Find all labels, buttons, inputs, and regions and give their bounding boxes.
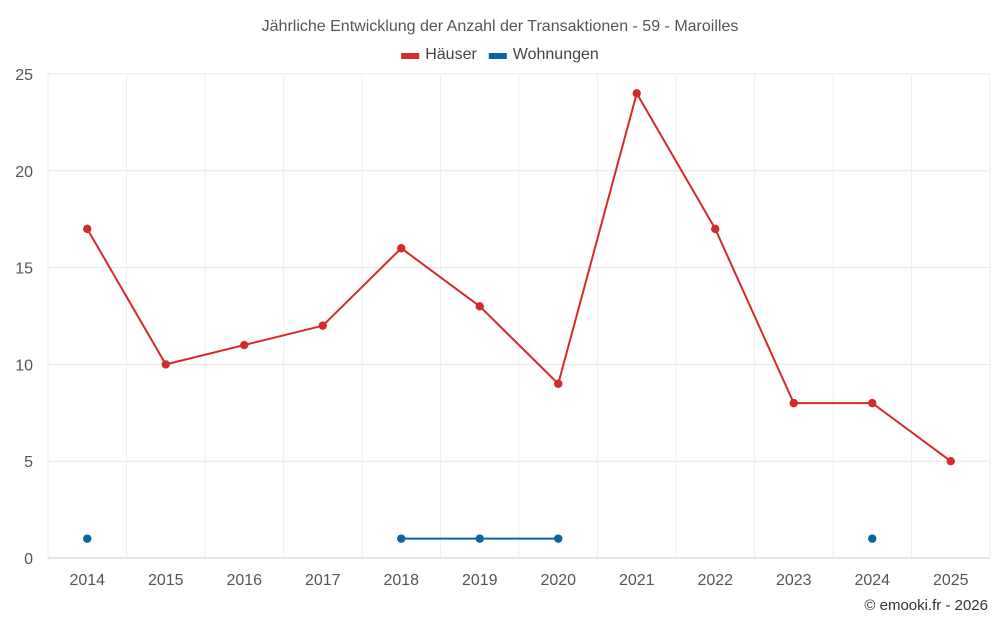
data-point — [397, 244, 406, 253]
data-point — [83, 534, 92, 543]
series-line-segment — [714, 227, 795, 405]
x-tick-label: 2016 — [226, 572, 262, 589]
x-tick-label: 2024 — [854, 572, 890, 589]
y-tick-label: 10 — [15, 357, 33, 374]
legend-label: Wohnungen — [513, 46, 599, 63]
data-point — [868, 398, 877, 408]
series-line-segment — [478, 305, 560, 385]
x-tick-label: 2018 — [383, 572, 419, 589]
series-line-segment — [243, 324, 324, 347]
x-tick-label: 2025 — [933, 572, 969, 589]
legend-item-0: Häuser — [401, 46, 477, 63]
data-point — [554, 534, 563, 543]
series-line-segment — [321, 247, 403, 327]
series-line-segment — [871, 402, 952, 463]
data-point — [83, 224, 92, 234]
y-tick-label: 15 — [15, 261, 33, 278]
series-line-segment — [164, 344, 246, 366]
x-tick-label: 2021 — [619, 572, 655, 589]
x-tick-label: 2014 — [69, 572, 105, 589]
y-axis: 0 5 10 15 20 25 — [15, 67, 33, 568]
data-point — [946, 457, 955, 466]
legend: Häuser Wohnungen — [401, 46, 599, 63]
series-line-segment — [635, 92, 717, 230]
y-tick-label: 20 — [15, 164, 33, 181]
series-line-segment — [400, 247, 481, 308]
y-tick-label: 25 — [15, 67, 33, 84]
x-tick-label: 2023 — [776, 572, 812, 589]
data-point — [711, 224, 720, 234]
x-tick-label: 2022 — [697, 572, 733, 589]
data-point — [475, 534, 484, 543]
series-line-segment — [557, 92, 638, 385]
legend-label: Häuser — [425, 46, 477, 63]
x-tick-label: 2015 — [148, 572, 184, 589]
legend-swatch — [488, 53, 507, 59]
x-tick-label: 2020 — [540, 572, 576, 589]
series-layer — [83, 89, 955, 543]
data-point — [161, 360, 170, 369]
x-tick-label: 2019 — [462, 572, 498, 589]
y-tick-label: 0 — [24, 551, 33, 568]
data-point — [554, 379, 563, 388]
x-tick-label: 2017 — [305, 572, 341, 589]
data-point — [318, 321, 327, 330]
series-0 — [83, 89, 955, 466]
series-1 — [83, 534, 877, 543]
legend-swatch — [401, 53, 420, 59]
data-point — [632, 89, 641, 98]
y-tick-label: 5 — [24, 454, 33, 471]
chart-title: Jährliche Entwicklung der Anzahl der Tra… — [262, 18, 739, 35]
data-point — [475, 302, 484, 311]
data-point — [868, 534, 877, 543]
credit-text: © emooki.fr - 2026 — [864, 597, 988, 614]
data-point — [789, 398, 798, 408]
data-point — [397, 534, 406, 543]
x-axis: 2014 2015 2016 2017 2018 2019 2020 2021 2022 2023… — [69, 572, 968, 589]
series-line-segment — [86, 227, 167, 366]
grid — [47, 73, 991, 559]
data-point — [240, 340, 249, 350]
legend-item-1: Wohnungen — [488, 46, 599, 63]
